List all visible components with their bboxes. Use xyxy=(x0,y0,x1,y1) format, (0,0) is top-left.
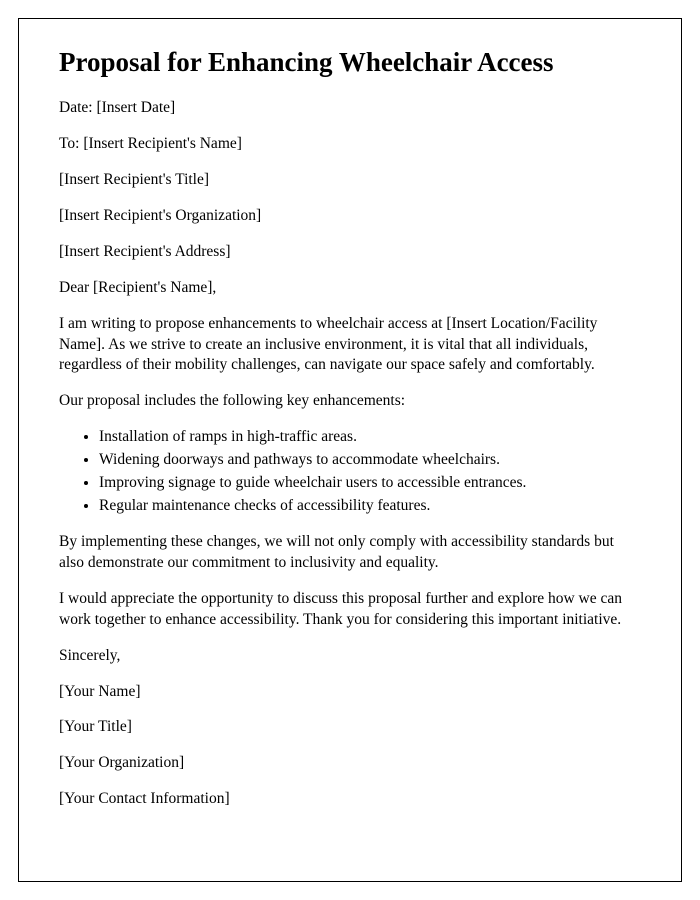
recipient-title-line: [Insert Recipient's Title] xyxy=(59,170,641,191)
list-item: Installation of ramps in high-traffic ar… xyxy=(99,427,641,448)
sender-contact: [Your Contact Information] xyxy=(59,789,641,810)
document-title: Proposal for Enhancing Wheelchair Access xyxy=(59,47,641,78)
signoff: Sincerely, xyxy=(59,646,641,667)
salutation: Dear [Recipient's Name], xyxy=(59,278,641,299)
date-line: Date: [Insert Date] xyxy=(59,98,641,119)
document-border: Proposal for Enhancing Wheelchair Access… xyxy=(18,18,682,882)
recipient-name-line: To: [Insert Recipient's Name] xyxy=(59,134,641,155)
list-item: Improving signage to guide wheelchair us… xyxy=(99,473,641,494)
benefits-paragraph: By implementing these changes, we will n… xyxy=(59,532,641,574)
recipient-org-line: [Insert Recipient's Organization] xyxy=(59,206,641,227)
recipient-address-line: [Insert Recipient's Address] xyxy=(59,242,641,263)
sender-org: [Your Organization] xyxy=(59,753,641,774)
list-item: Regular maintenance checks of accessibil… xyxy=(99,496,641,517)
list-intro: Our proposal includes the following key … xyxy=(59,391,641,412)
closing-paragraph: I would appreciate the opportunity to di… xyxy=(59,589,641,631)
intro-paragraph: I am writing to propose enhancements to … xyxy=(59,314,641,377)
enhancements-list: Installation of ramps in high-traffic ar… xyxy=(99,427,641,517)
list-item: Widening doorways and pathways to accomm… xyxy=(99,450,641,471)
sender-name: [Your Name] xyxy=(59,682,641,703)
sender-title: [Your Title] xyxy=(59,717,641,738)
